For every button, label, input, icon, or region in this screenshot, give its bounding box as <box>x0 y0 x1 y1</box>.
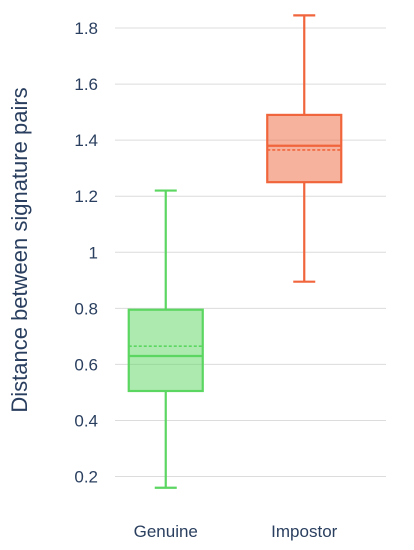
y-axis-tick-labels: 0.2 0.4 0.6 0.8 1 1.2 1.4 1.6 1.8 <box>74 19 98 487</box>
x-tick-label-genuine: Genuine <box>134 522 198 541</box>
y-axis-title: Distance between signature pairs <box>7 87 32 412</box>
box-genuine <box>127 189 204 489</box>
box-impostor <box>266 14 343 283</box>
y-tick-label: 0.8 <box>74 299 98 318</box>
x-axis-category-labels: Genuine Impostor <box>134 522 338 541</box>
y-tick-label: 1.4 <box>74 131 98 150</box>
y-tick-label: 0.2 <box>74 468 98 487</box>
y-tick-label: 1.8 <box>74 19 98 38</box>
x-tick-label-impostor: Impostor <box>271 522 337 541</box>
iqr-box <box>266 113 343 184</box>
iqr-box <box>127 308 204 393</box>
y-tick-label: 1.6 <box>74 75 98 94</box>
gridlines <box>115 27 386 477</box>
box-series <box>127 14 343 489</box>
y-tick-label: 0.6 <box>74 355 98 374</box>
y-tick-label: 1.2 <box>74 187 98 206</box>
y-tick-label: 1 <box>89 243 98 262</box>
y-tick-label: 0.4 <box>74 411 98 430</box>
